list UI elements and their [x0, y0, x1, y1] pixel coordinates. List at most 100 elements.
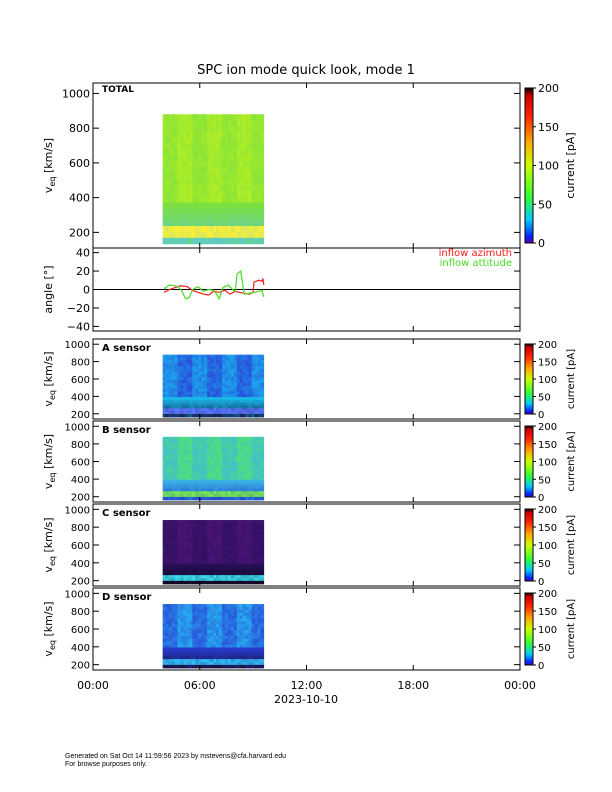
- heatmap-cell: [251, 397, 256, 401]
- heatmap-cell: [219, 402, 223, 407]
- heatmap-cell: [230, 155, 235, 162]
- heatmap-cell: [201, 394, 205, 398]
- colorbar-tick-label: 100: [538, 625, 557, 636]
- heatmap-cell: [174, 208, 179, 215]
- heatmap-cell: [233, 377, 238, 381]
- heatmap-cell: [213, 627, 217, 631]
- heatmap-cell: [248, 126, 253, 133]
- heatmap-cell: [233, 173, 238, 180]
- heatmap-cell: [216, 471, 220, 475]
- heatmap-cell: [239, 474, 244, 478]
- heatmap-cell: [189, 647, 193, 651]
- heatmap-cell: [186, 354, 190, 359]
- heatmap-cell: [233, 494, 238, 498]
- heatmap-cell: [207, 357, 211, 361]
- heatmap-cell: [171, 388, 176, 392]
- heatmap-cell: [219, 208, 223, 215]
- heatmap-cell: [165, 220, 170, 227]
- heatmap-cell: [210, 624, 214, 628]
- heatmap-cell: [195, 474, 199, 478]
- heatmap-cell: [168, 531, 173, 536]
- heatmap-cell: [171, 476, 176, 481]
- y-tick-label: 200: [69, 226, 90, 239]
- heatmap-cell: [224, 365, 229, 370]
- heatmap-cell: [245, 627, 250, 631]
- heatmap-cell: [207, 126, 211, 133]
- heatmap-cell: [189, 173, 193, 180]
- heatmap-cell: [251, 482, 256, 487]
- heatmap-cell: [210, 114, 214, 121]
- heatmap-cell: [219, 451, 223, 455]
- heatmap-cell: [192, 456, 196, 461]
- heatmap-cell: [162, 167, 167, 174]
- heatmap-cell: [245, 120, 250, 127]
- heatmap-cell: [233, 537, 238, 541]
- heatmap-cell: [198, 357, 202, 361]
- x-tick-label: 00:00: [77, 679, 109, 692]
- heatmap-cell: [257, 196, 262, 204]
- heatmap-cell: [257, 445, 262, 449]
- heatmap-cell: [260, 488, 265, 492]
- heatmap-cell: [198, 635, 202, 640]
- heatmap-cell: [174, 226, 179, 233]
- heatmap-cell: [174, 354, 179, 359]
- heatmap-cell: [207, 569, 211, 573]
- heatmap-cell: [171, 653, 176, 657]
- heatmap-cell: [239, 399, 244, 404]
- heatmap-cell: [233, 485, 238, 489]
- heatmap-cell: [165, 208, 170, 215]
- heatmap-cell: [242, 474, 247, 478]
- heatmap-cell: [174, 540, 179, 544]
- heatmap-cell: [260, 638, 265, 643]
- chart-title: SPC ion mode quick look, mode 1: [197, 63, 415, 78]
- heatmap-cell: [245, 365, 250, 370]
- heatmap-cell: [260, 644, 265, 649]
- heatmap-cell: [245, 520, 250, 524]
- heatmap-cell: [186, 638, 190, 643]
- heatmap-cell: [195, 456, 199, 461]
- heatmap-cell: [201, 411, 205, 415]
- heatmap-cell: [251, 531, 256, 536]
- heatmap-cell: [251, 220, 256, 227]
- heatmap-cell: [245, 621, 250, 625]
- heatmap-cell: [242, 357, 247, 361]
- heatmap-cell: [221, 485, 226, 489]
- heatmap-cell: [180, 143, 185, 151]
- heatmap-cell: [210, 537, 214, 541]
- heatmap-cell: [201, 155, 205, 162]
- heatmap-cell: [171, 196, 176, 204]
- heatmap-cell: [233, 399, 238, 404]
- heatmap-cell: [162, 459, 167, 464]
- heatmap-cell: [221, 621, 226, 625]
- heatmap-cell: [236, 656, 241, 660]
- heatmap-cell: [204, 531, 208, 536]
- heatmap-cell: [192, 621, 196, 625]
- heatmap-cell: [198, 528, 202, 533]
- heatmap-cell: [257, 615, 262, 620]
- heatmap-cell: [174, 394, 179, 398]
- heatmap-cell: [207, 479, 211, 484]
- heatmap-cell: [168, 214, 173, 221]
- heatmap-cell: [227, 459, 232, 464]
- heatmap-cell: [213, 360, 217, 364]
- heatmap-cell: [216, 456, 220, 461]
- heatmap-cell: [198, 178, 202, 186]
- heatmap-cell: [174, 442, 179, 447]
- heatmap-cell: [239, 656, 244, 660]
- heatmap-cell: [227, 485, 232, 489]
- heatmap-cell: [254, 627, 259, 631]
- heatmap-cell: [227, 368, 232, 373]
- heatmap-cell: [204, 633, 208, 637]
- heatmap-cell: [165, 382, 170, 387]
- heatmap-cell: [207, 522, 211, 527]
- heatmap-cell: [174, 641, 179, 646]
- heatmap-cell: [221, 465, 226, 469]
- heatmap-cell: [242, 546, 247, 550]
- heatmap-cell: [233, 462, 238, 467]
- heatmap-cell: [227, 580, 232, 585]
- heatmap-cell: [180, 661, 185, 666]
- heatmap-cell: [242, 609, 247, 614]
- heatmap-cell: [221, 520, 226, 524]
- heatmap-cell: [192, 534, 196, 539]
- heatmap-cell: [177, 120, 182, 127]
